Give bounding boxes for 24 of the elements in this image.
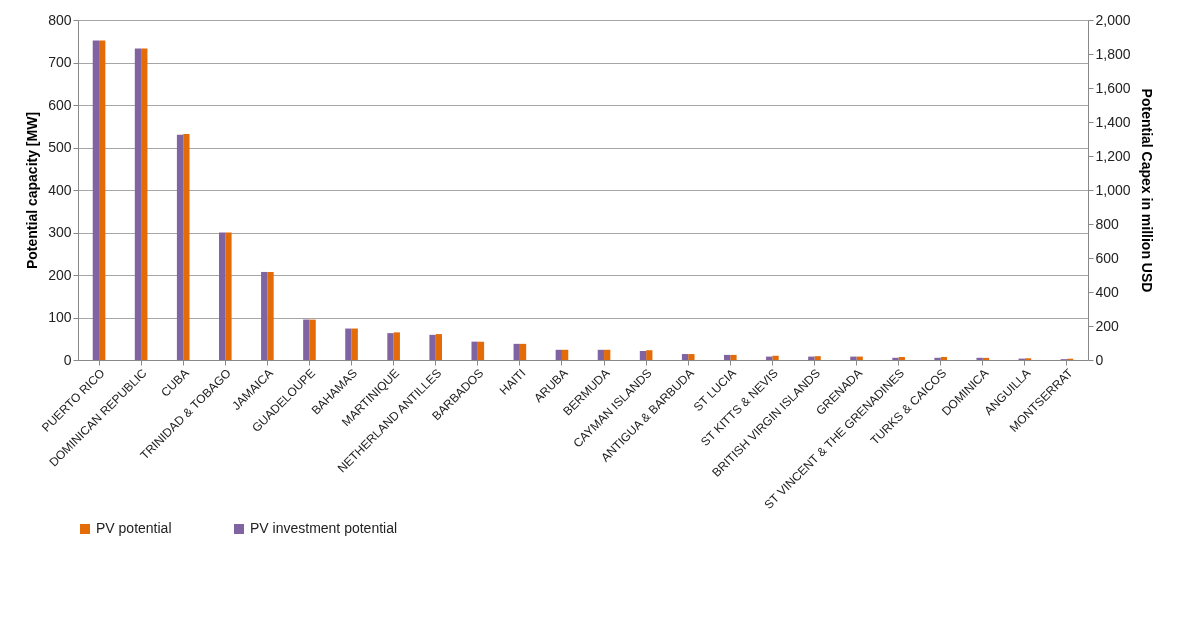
y-tick-label: 300 [48,224,72,240]
y-tick-label: 800 [48,11,72,28]
y2-tick-label: 0 [1095,351,1104,368]
y2-tick-label: 1,400 [1095,113,1131,130]
y-tick-label: 0 [63,351,72,368]
y2-tick-label: 1,600 [1095,79,1131,96]
y2-tick-label: 1,200 [1095,147,1131,164]
y2-tick-label: 2,000 [1095,11,1131,28]
y-tick-label: 600 [48,96,72,113]
y2-tick-label: 400 [1095,283,1120,300]
y2-tick-label: 1,000 [1095,181,1131,198]
y-tick-label: 700 [48,54,72,70]
y-axis-title: Potential capacity [MW] [24,111,41,270]
y-tick-label: 200 [48,266,72,283]
y2-tick-label: 600 [1095,249,1120,266]
legend-label: PV potential [96,520,172,536]
y2-tick-label: 800 [1095,215,1120,232]
y-tick-label: 400 [48,181,72,198]
legend-label: PV investment potential [250,520,398,536]
y-tick-label: 100 [48,309,72,325]
y2-tick-label: 200 [1095,317,1120,334]
y2-axis-title: Potential Capex in million USD [1138,88,1155,293]
y2-tick-label: 1,800 [1095,45,1131,62]
y-tick-label: 500 [48,139,72,155]
